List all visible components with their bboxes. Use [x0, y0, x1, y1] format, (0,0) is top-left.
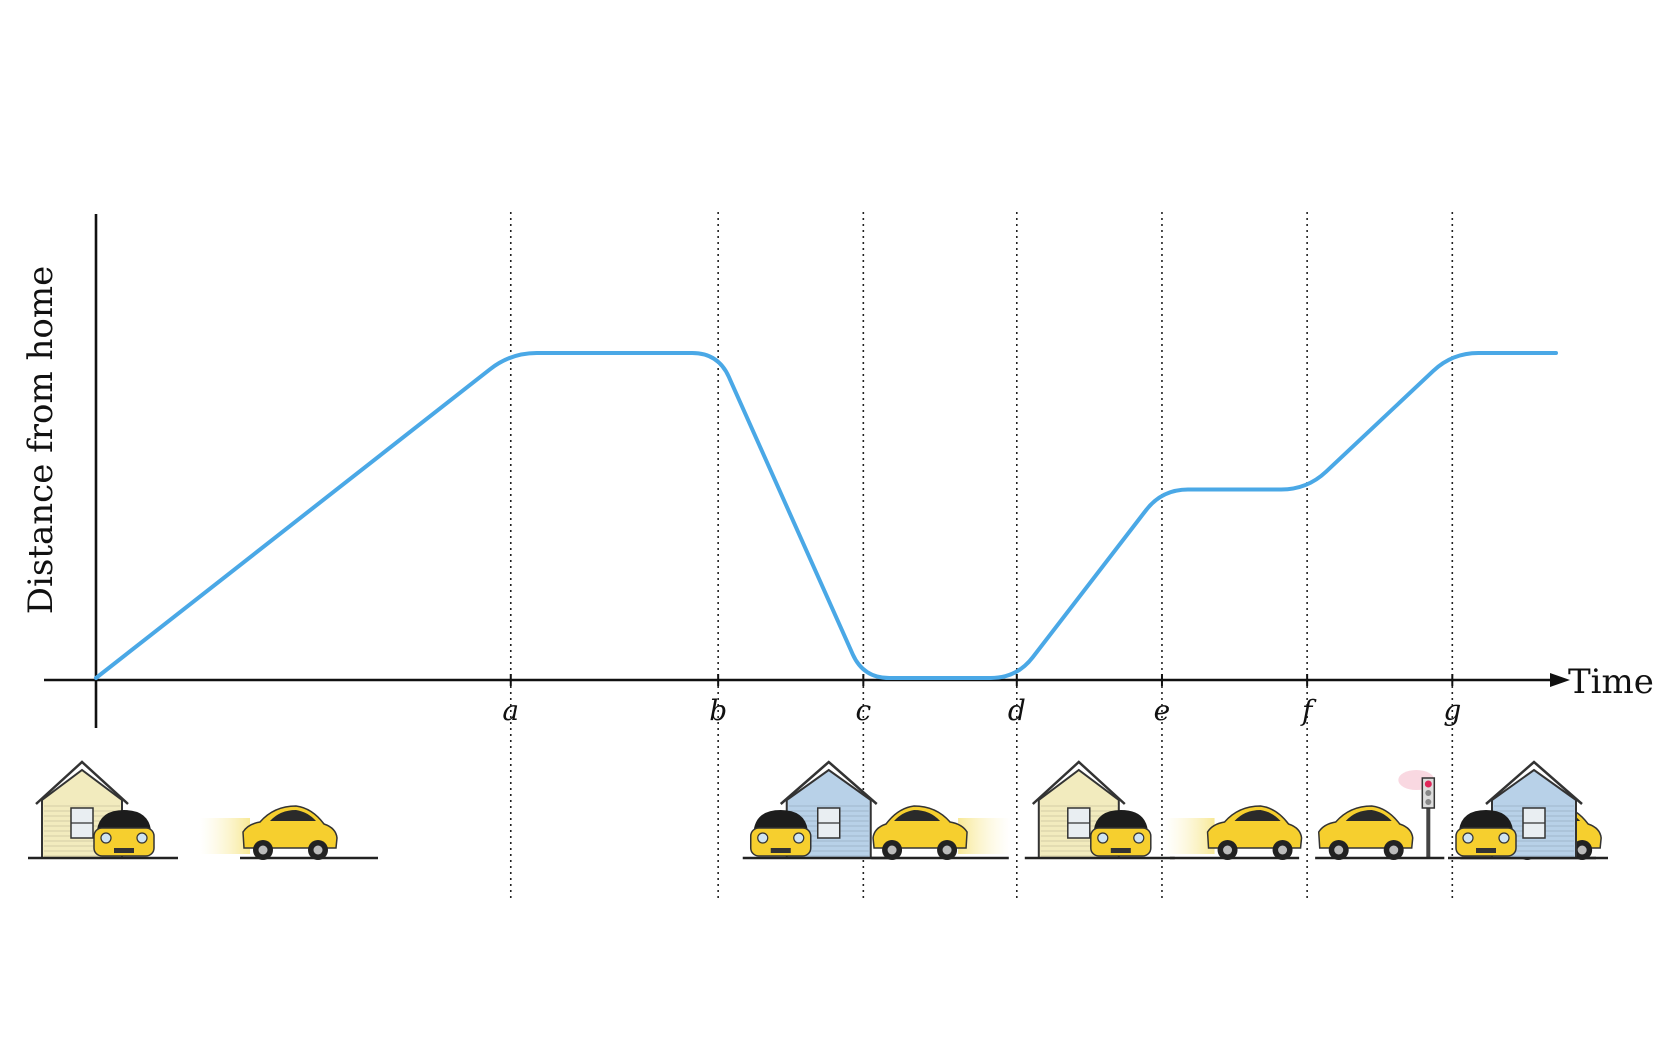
car-grille	[114, 848, 134, 853]
car-roof	[1459, 810, 1513, 830]
tick-labels: a b c d e f g	[502, 674, 1461, 727]
scene-car-at-blue-house	[1448, 760, 1596, 860]
hubcap	[313, 845, 323, 855]
scene-car-at-traffic-light	[1315, 770, 1445, 860]
headlight-icon	[1462, 832, 1474, 844]
headlight-icon	[1133, 832, 1145, 844]
headlight-icon	[757, 832, 769, 844]
scene-illustrations	[28, 760, 1608, 860]
hubcap	[258, 845, 268, 855]
hubcap	[1278, 845, 1288, 855]
car-windows	[1234, 810, 1281, 821]
car-windows	[270, 810, 316, 821]
hubcap	[1334, 845, 1344, 855]
car-windows	[1345, 810, 1392, 821]
car-roof	[97, 810, 151, 830]
car-side-body	[242, 805, 338, 849]
car-grille	[770, 848, 791, 853]
hubcap	[1389, 845, 1399, 855]
car-grille	[1110, 848, 1131, 853]
tick-label-a: a	[502, 694, 519, 727]
tick-label-c: c	[855, 694, 871, 727]
scene-car-driving-left	[871, 805, 1011, 860]
headlight-icon	[1498, 832, 1510, 844]
green-light-icon	[1425, 799, 1432, 805]
headlight-icon	[793, 832, 805, 844]
house-roof	[779, 760, 878, 805]
scene-car-driving-right	[200, 805, 378, 860]
headlight-icon	[136, 832, 148, 844]
x-axis-label: Time	[1568, 662, 1654, 702]
series-line-0	[94, 351, 1558, 680]
tick-label-g: g	[1443, 694, 1461, 727]
car-windows	[894, 810, 941, 821]
vertical-guide-lines	[509, 212, 1454, 898]
tick-label-f: f	[1300, 694, 1317, 727]
tick-label-e: e	[1154, 694, 1171, 727]
scene-home-car-parked	[28, 760, 178, 860]
scene-car-at-blue-house	[742, 760, 891, 860]
tick-label-d: d	[1008, 694, 1026, 727]
motion-trail	[1164, 818, 1215, 854]
car-side-body	[1317, 805, 1414, 849]
headlight-icon	[100, 832, 112, 844]
car-side-body	[872, 805, 968, 849]
house-roof	[1031, 760, 1126, 805]
car-grille	[1476, 848, 1496, 853]
traffic-light-pole	[1426, 803, 1431, 858]
car-side-body	[1206, 805, 1303, 849]
y-axis-label: Distance from home	[21, 266, 61, 614]
tick-label-b: b	[709, 694, 727, 727]
axes	[44, 214, 1570, 728]
red-light-icon	[1424, 780, 1432, 788]
hubcap	[887, 845, 897, 855]
motion-trail	[200, 818, 250, 854]
hubcap	[942, 845, 952, 855]
house-roof	[1485, 760, 1583, 805]
series-group	[94, 351, 1558, 680]
scene-home-car-parked	[1024, 760, 1175, 860]
hubcap	[1223, 845, 1233, 855]
car-roof	[1093, 810, 1148, 830]
car-roof	[753, 810, 808, 830]
scene-car-driving-right	[1164, 805, 1303, 860]
amber-light-icon	[1425, 790, 1432, 796]
headlight-icon	[1097, 832, 1109, 844]
hubcap	[1577, 845, 1587, 855]
house-roof	[35, 760, 129, 805]
x-axis-arrow-icon	[1550, 673, 1570, 687]
